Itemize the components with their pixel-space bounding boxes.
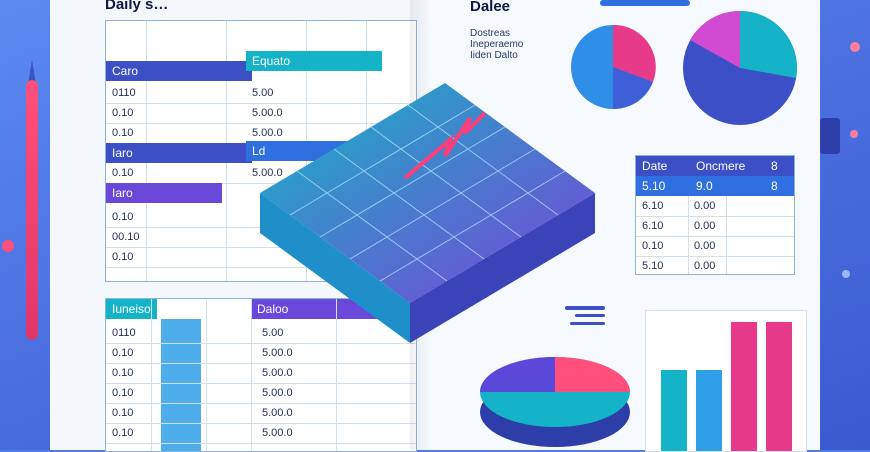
left-cell: 5.00.0: [252, 167, 283, 179]
left-cell: 00.10: [112, 231, 140, 243]
rt-cell: 0.00: [694, 220, 716, 232]
decor-dot: [850, 42, 860, 52]
rt-cell: 5.10: [642, 179, 666, 193]
top-bar: [600, 0, 690, 6]
bar: [731, 322, 757, 451]
left-cell: 5.00: [252, 87, 274, 99]
bl-cell: 5.00: [262, 327, 284, 339]
left-header-1: Caro: [106, 61, 252, 81]
isometric-chart: [260, 83, 595, 343]
left-cell: 5.00.0: [252, 107, 283, 119]
left-header-2: Equato: [246, 51, 382, 71]
motion-line: [575, 314, 605, 317]
bar-chart: [645, 310, 807, 452]
decor-dot: [850, 130, 858, 138]
bl-cell: 0.10: [112, 387, 134, 399]
rt-cell: 0.10: [642, 240, 664, 252]
pie-chart-large: [683, 10, 797, 125]
pen: [26, 80, 38, 340]
bl-cell: 0.10: [112, 427, 134, 439]
rt-cell: 6.10: [642, 220, 664, 232]
left-cell: 0110: [112, 87, 136, 99]
pie-chart-small: [571, 24, 656, 110]
bl-cell: 0.10: [112, 367, 134, 379]
bl-cell: 5.00.0: [262, 387, 293, 399]
bottom-left-header-a: Iuneiso: [106, 299, 157, 319]
decor-dot: [842, 270, 850, 278]
bar: [766, 322, 792, 451]
bl-cell: 0110: [112, 327, 136, 339]
rt-cell: 8: [771, 179, 778, 193]
motion-line: [570, 322, 605, 325]
bl-cell: 0.10: [112, 407, 134, 419]
left-cell: 0.10: [112, 211, 134, 223]
bl-cell: 5.00.0: [262, 367, 293, 379]
right-title: Dalee: [470, 0, 511, 15]
rt-cell: 6.10: [642, 200, 664, 212]
right-table: Date Oncmere 8 5.10 9.0 8 6.10 0.00 6.10 0…: [635, 155, 795, 275]
bar: [696, 369, 722, 451]
rt-cell: 0.00: [694, 200, 716, 212]
bar: [661, 369, 687, 451]
bl-cell: 5.00.0: [262, 347, 293, 359]
bottom-left-table: Iuneiso Daloo 0110 5.00 0.10 5.00.0 0.10 5.…: [105, 298, 417, 452]
decor-dot: [2, 240, 14, 252]
rt-cell: 0.00: [694, 260, 716, 272]
rt-cell: 9.0: [696, 179, 713, 193]
bl-cell: 5.00.0: [262, 427, 293, 439]
left-band: Iaro: [106, 143, 252, 163]
left-cell: 0.10: [112, 127, 134, 139]
bookmark-tab: [820, 118, 840, 154]
legend-item: Iiden Dalto: [470, 50, 518, 61]
left-cell: 5.00.0: [252, 127, 283, 139]
pen-tip: [28, 60, 36, 84]
rt-header: Date: [642, 159, 668, 173]
rt-header: Oncmere: [696, 159, 746, 173]
left-cell: 0.10: [112, 251, 134, 263]
motion-line: [565, 306, 605, 310]
rt-cell: 5.10: [642, 260, 664, 272]
rt-header: 8: [771, 159, 778, 173]
legend-item: Ineperaemo: [470, 39, 524, 50]
left-title: Daily s…: [105, 0, 169, 13]
pie-chart-3d: [480, 357, 630, 447]
rt-cell: 0.00: [694, 240, 716, 252]
left-band: Iaro: [106, 183, 222, 203]
left-cell: 0.10: [112, 107, 134, 119]
bl-cell: 0.10: [112, 347, 134, 359]
legend-item: Dostreas: [470, 28, 511, 39]
left-cell: 0.10: [112, 167, 134, 179]
bl-cell: 5.00.0: [262, 407, 293, 419]
